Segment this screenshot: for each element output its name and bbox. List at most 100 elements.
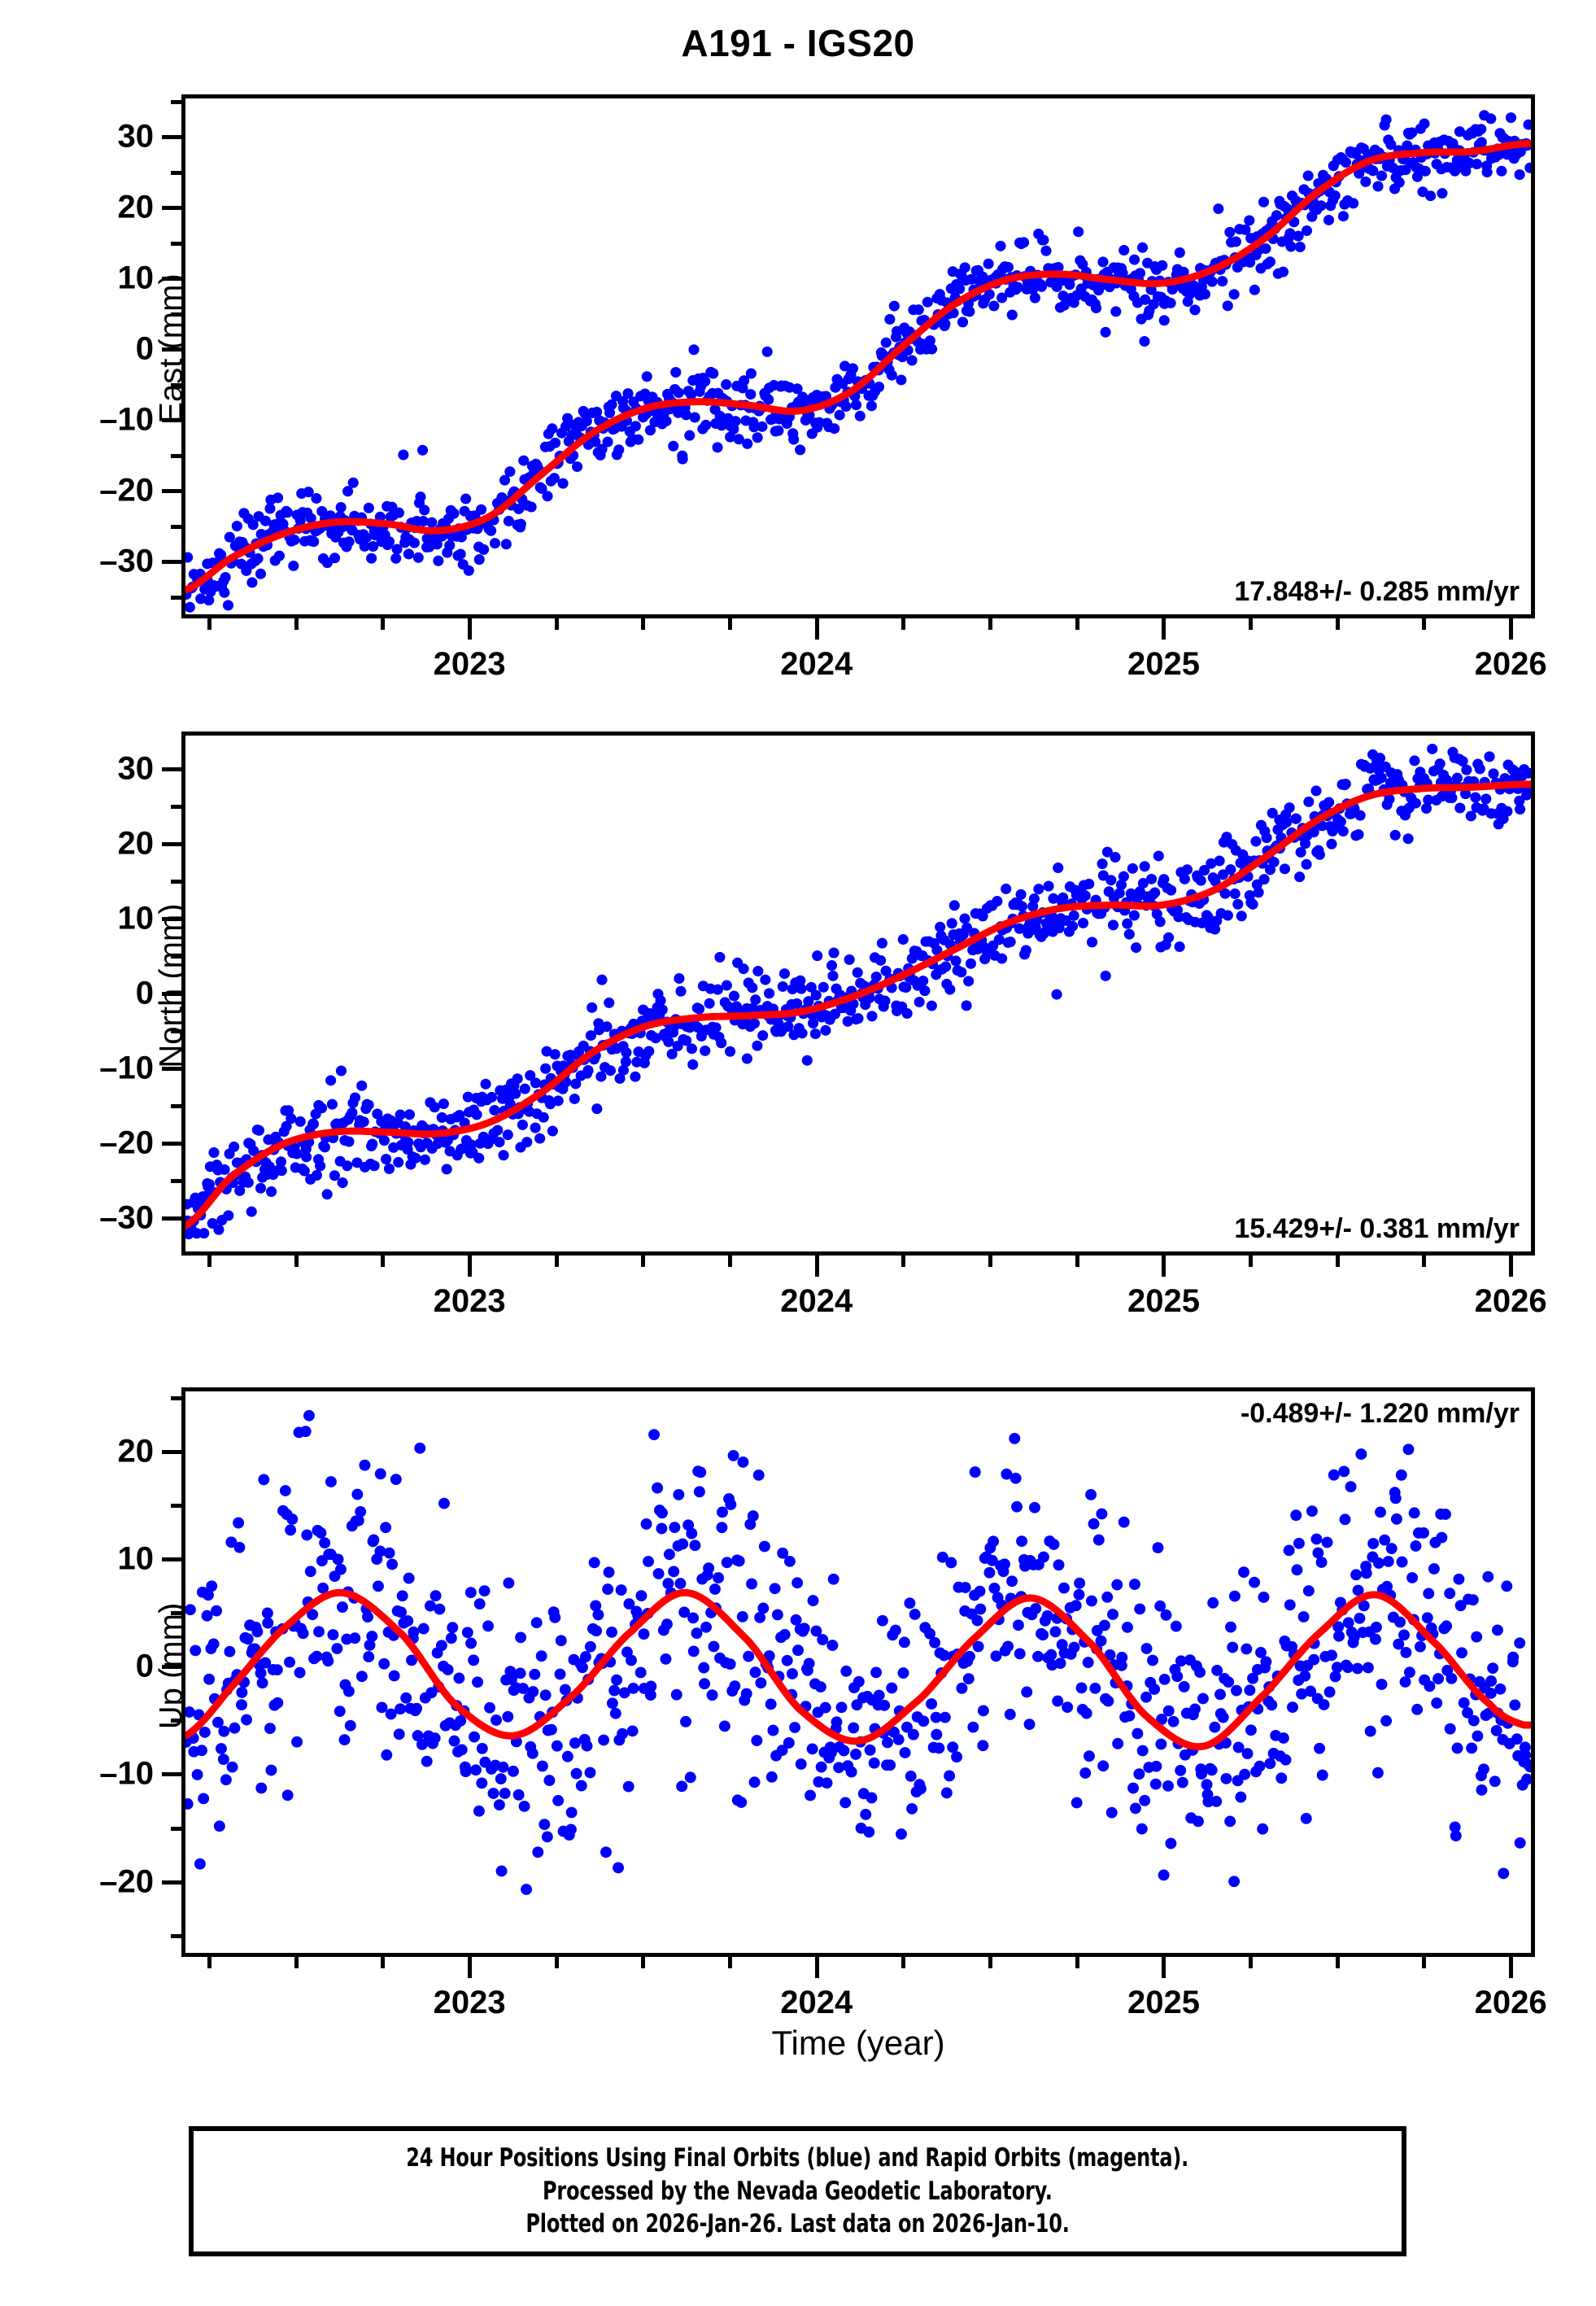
y-tick-label: –30 — [99, 543, 154, 579]
y-tick-mark — [162, 1665, 181, 1670]
x-tick-mark — [814, 1957, 819, 1978]
x-tick-minor — [554, 1957, 559, 1968]
x-tick-mark — [814, 1256, 819, 1277]
y-tick-minor — [171, 595, 181, 600]
x-tick-minor — [554, 1256, 559, 1267]
y-tick-mark — [162, 1880, 181, 1885]
plot-canvas-up — [185, 1409, 1531, 1895]
x-tick-label: 2024 — [780, 1283, 853, 1319]
y-tick-minor — [171, 1611, 181, 1616]
y-tick-mark — [162, 206, 181, 211]
x-axis-title: Time (year) — [771, 2024, 945, 2062]
x-tick-minor — [1422, 1256, 1427, 1267]
x-tick-minor — [728, 1256, 733, 1267]
y-tick-mark — [162, 1772, 181, 1777]
x-tick-minor — [1249, 1256, 1254, 1267]
caption-box: 24 Hour Positions Using Final Orbits (bl… — [189, 2126, 1406, 2256]
y-tick-label: –30 — [99, 1199, 154, 1236]
x-tick-label: 2023 — [433, 646, 506, 682]
y-tick-mark — [162, 347, 181, 352]
y-tick-minor — [171, 1179, 181, 1183]
y-tick-label: –10 — [99, 1755, 154, 1792]
x-tick-minor — [1249, 1957, 1254, 1968]
x-tick-mark — [814, 618, 819, 640]
x-tick-label: 2024 — [780, 1985, 853, 2020]
x-tick-label: 2025 — [1127, 1283, 1200, 1319]
y-tick-label: 20 — [117, 1433, 155, 1470]
y-tick-label: 0 — [135, 975, 154, 1011]
y-tick-label: 20 — [117, 189, 155, 225]
y-tick-mark — [162, 560, 181, 565]
y-tick-mark — [162, 767, 181, 771]
y-tick-minor — [171, 1719, 181, 1723]
y-tick-minor — [171, 1104, 181, 1108]
y-tick-label: 30 — [117, 750, 155, 787]
x-tick-mark — [1162, 618, 1166, 640]
y-tick-mark — [162, 135, 181, 140]
x-tick-minor — [1335, 1957, 1340, 1968]
y-tick-label: 30 — [117, 118, 155, 155]
x-tick-minor — [381, 1957, 386, 1968]
x-tick-mark — [1162, 1957, 1166, 1978]
x-tick-mark — [1509, 1256, 1514, 1277]
y-tick-minor — [171, 1396, 181, 1401]
y-tick-minor — [171, 805, 181, 809]
y-tick-label: 20 — [117, 825, 155, 862]
x-tick-minor — [1335, 1256, 1340, 1267]
y-tick-label: 10 — [117, 260, 155, 296]
trend-line — [185, 140, 1531, 594]
x-tick-minor — [988, 618, 993, 630]
x-tick-label: 2023 — [433, 1283, 506, 1319]
x-tick-label: 2026 — [1474, 1283, 1547, 1319]
rate-annotation-east: 17.848+/- 0.285 mm/yr — [1234, 576, 1520, 607]
panel-north: North (mm) 15.429+/- 0.381 mm/yr 30 20 10 0… — [99, 732, 1547, 1319]
y-tick-mark — [162, 1216, 181, 1221]
y-tick-label: –20 — [99, 1125, 154, 1161]
x-tick-minor — [901, 618, 906, 630]
x-tick-minor — [988, 1957, 993, 1968]
trend-line — [185, 780, 1531, 1229]
x-tick-minor — [901, 1957, 906, 1968]
x-tick-mark — [1162, 1256, 1166, 1277]
y-tick-minor — [171, 880, 181, 884]
x-tick-mark — [468, 1256, 473, 1277]
y-tick-minor — [171, 1933, 181, 1938]
x-tick-minor — [1075, 618, 1079, 630]
plot-canvas-north — [185, 743, 1531, 1240]
y-tick-mark — [162, 1557, 181, 1562]
x-tick-minor — [1422, 618, 1427, 630]
x-tick-minor — [207, 1256, 212, 1267]
x-tick-label: 2025 — [1127, 1985, 1200, 2020]
x-tick-mark — [468, 618, 473, 640]
x-tick-minor — [988, 1256, 993, 1267]
x-tick-label: 2024 — [780, 646, 853, 682]
y-tick-minor — [171, 954, 181, 959]
y-tick-minor — [171, 1504, 181, 1509]
x-tick-minor — [1422, 1957, 1427, 1968]
y-tick-mark — [162, 418, 181, 423]
y-tick-mark — [162, 489, 181, 494]
x-tick-minor — [728, 1957, 733, 1968]
page-title: A191 - IGS20 — [681, 22, 915, 64]
plot-canvas-east — [185, 110, 1531, 613]
x-tick-mark — [1509, 618, 1514, 640]
x-tick-minor — [1335, 618, 1340, 630]
caption-line-3: Plotted on 2026-Jan-26. Last data on 202… — [525, 2209, 1070, 2239]
caption-line-1: 24 Hour Positions Using Final Orbits (bl… — [406, 2142, 1189, 2173]
x-tick-minor — [294, 618, 299, 630]
y-tick-label: 10 — [117, 1540, 155, 1577]
y-tick-minor — [171, 170, 181, 175]
y-tick-mark — [162, 1450, 181, 1455]
trend-line — [185, 1588, 1531, 1751]
x-tick-minor — [294, 1957, 299, 1968]
plot-frame-up: -0.489+/- 1.220 mm/yr — [181, 1387, 1535, 1957]
x-tick-label: 2025 — [1127, 646, 1200, 682]
y-tick-mark — [162, 992, 181, 996]
y-tick-minor — [171, 241, 181, 246]
x-tick-minor — [901, 1256, 906, 1267]
y-tick-label: 0 — [135, 1648, 154, 1684]
y-tick-minor — [171, 453, 181, 458]
x-tick-minor — [1075, 1957, 1079, 1968]
y-tick-mark — [162, 842, 181, 846]
